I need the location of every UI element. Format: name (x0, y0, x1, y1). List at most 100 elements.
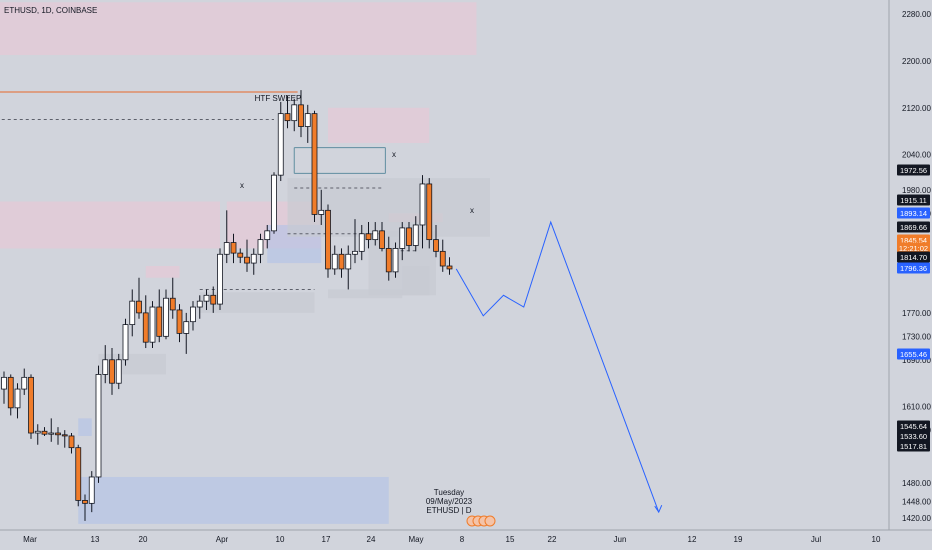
candle[interactable] (48, 418, 55, 442)
tooltip-date: 09/May/2023 (426, 497, 473, 506)
projection-path[interactable] (455, 220, 660, 513)
candle[interactable] (264, 224, 271, 249)
price-label-text: 1655.46 (900, 350, 927, 359)
candle[interactable] (223, 210, 230, 264)
candle-body-up (196, 300, 203, 308)
candle-body-down (338, 253, 345, 270)
time-axis[interactable]: Mar 13 20 Apr 10 17 24 May 8 15 22 Jun 12 19 Jul 10 (23, 535, 881, 544)
candle[interactable] (169, 277, 176, 319)
candle[interactable] (190, 301, 196, 331)
candle[interactable] (352, 219, 358, 264)
candle[interactable] (446, 257, 453, 275)
candle-body-down (365, 233, 372, 241)
candle[interactable] (41, 427, 48, 436)
candle[interactable] (237, 248, 244, 264)
candle[interactable] (14, 383, 21, 419)
candle[interactable] (149, 301, 156, 349)
candle[interactable] (345, 245, 352, 290)
candle[interactable] (412, 216, 419, 252)
candle[interactable] (75, 444, 82, 507)
candle[interactable] (61, 430, 68, 448)
candle[interactable] (257, 233, 264, 264)
candle[interactable] (129, 289, 136, 337)
candle[interactable] (88, 471, 95, 513)
event-marker-icon[interactable] (484, 515, 496, 527)
candle[interactable] (392, 242, 399, 278)
candle[interactable] (230, 233, 237, 264)
candle[interactable] (244, 239, 250, 272)
candle[interactable] (203, 289, 210, 310)
candle[interactable] (304, 104, 311, 143)
candle-body-down (284, 113, 291, 122)
time-tick-label: 22 (548, 535, 557, 544)
candle[interactable] (385, 236, 392, 281)
price-tick-label: 1420.00 (902, 514, 931, 523)
candle[interactable] (433, 224, 439, 258)
price-label-text: 1796.36 (900, 264, 927, 273)
candle[interactable] (284, 96, 291, 129)
date-tooltip: Tuesday 09/May/2023 ETHUSD | D (426, 488, 473, 515)
candle[interactable] (1, 371, 7, 404)
candle[interactable] (372, 222, 379, 246)
candle[interactable] (142, 295, 149, 349)
candle[interactable] (298, 90, 304, 138)
candle[interactable] (439, 239, 446, 272)
candle[interactable] (311, 110, 318, 223)
projection-layer[interactable] (455, 220, 663, 514)
candle[interactable] (122, 318, 129, 366)
candle[interactable] (217, 248, 223, 310)
candle-body-down (55, 432, 61, 436)
price-label: 1972.56 (897, 164, 930, 176)
candle[interactable] (419, 175, 426, 249)
time-tick-label: 15 (506, 535, 515, 544)
candle[interactable] (338, 248, 345, 278)
candle[interactable] (82, 494, 88, 521)
supply-zone (145, 266, 180, 278)
candle[interactable] (7, 374, 14, 416)
candle[interactable] (210, 286, 217, 313)
candle[interactable] (156, 289, 163, 343)
candle-body-up (190, 306, 196, 323)
candle[interactable] (109, 348, 115, 395)
candle[interactable] (163, 289, 169, 340)
candle-body-down (142, 312, 149, 343)
event-markers[interactable] (466, 515, 496, 527)
price-tick-label: 2040.00 (902, 151, 931, 160)
price-tick-label: 1448.00 (902, 498, 931, 507)
candle[interactable] (250, 248, 257, 275)
candle-body-up (331, 253, 338, 270)
candle[interactable] (55, 427, 61, 445)
candle-body-up (392, 248, 399, 273)
candle[interactable] (291, 98, 298, 132)
candle-body-down (237, 252, 244, 258)
candle[interactable] (136, 277, 142, 319)
candle[interactable] (379, 222, 385, 252)
zones-layer (0, 2, 490, 524)
candle[interactable] (102, 345, 109, 384)
candle[interactable] (358, 224, 365, 261)
time-tick-label: 8 (460, 535, 465, 544)
candle[interactable] (196, 295, 203, 319)
candles-layer[interactable] (1, 90, 453, 521)
candle[interactable] (406, 222, 412, 252)
price-label-bg (897, 164, 930, 176)
candle[interactable] (318, 189, 325, 225)
candle[interactable] (399, 222, 406, 261)
candle[interactable] (176, 304, 183, 343)
candle[interactable] (426, 178, 433, 249)
candle[interactable] (34, 424, 41, 445)
candle[interactable] (277, 101, 284, 182)
candle[interactable] (28, 374, 34, 439)
candle[interactable] (183, 312, 190, 354)
candle[interactable] (95, 365, 102, 483)
candle[interactable] (365, 222, 372, 249)
candle[interactable] (271, 172, 277, 234)
candle[interactable] (115, 353, 122, 390)
candle[interactable] (331, 245, 338, 275)
candle[interactable] (325, 204, 331, 278)
candle[interactable] (68, 433, 75, 454)
chart-title: ETHUSD, 1D, COINBASE (4, 6, 97, 15)
price-label-text: 1517.81 (900, 442, 927, 451)
candle[interactable] (21, 368, 28, 395)
